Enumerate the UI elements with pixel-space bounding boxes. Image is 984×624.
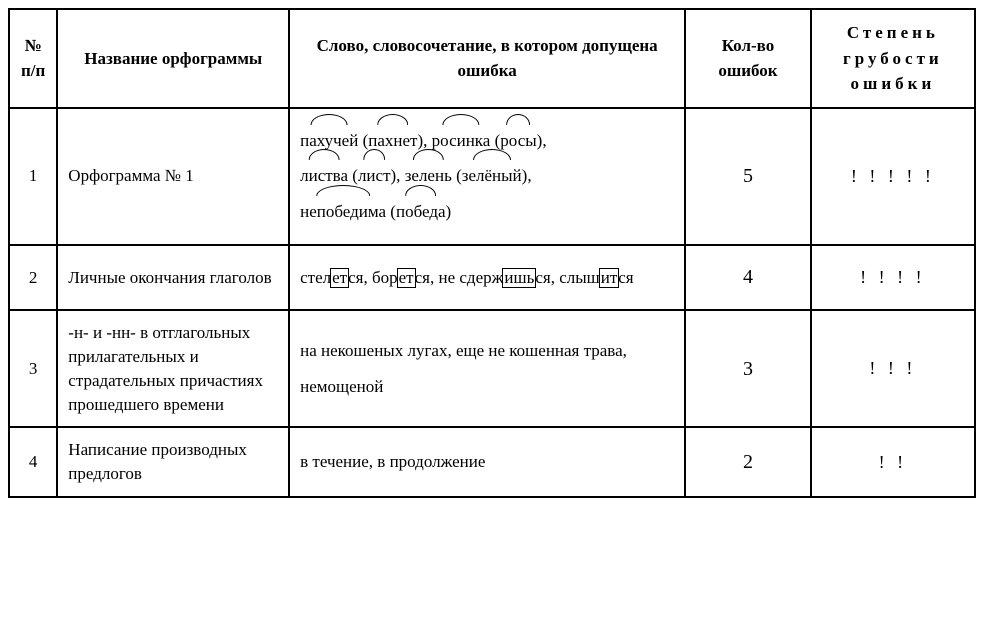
row-count: 4	[685, 245, 811, 311]
row-count: 5	[685, 108, 811, 245]
table-body: 1 Орфограмма № 1 пахучей (пахнет), росин…	[9, 108, 975, 498]
boxed-ending: ет	[397, 268, 416, 289]
col-header-name: Название орфограммы	[57, 9, 289, 108]
table-header-row: № п/п Название орфограммы Слово, словосо…	[9, 9, 975, 108]
row-num: 3	[9, 310, 57, 427]
row-word: пахучей (пахнет), росинка (росы),листва …	[289, 108, 685, 245]
row-word: в течение, в продолжение	[289, 427, 685, 497]
row-count: 3	[685, 310, 811, 427]
row-word: стелется, борется, не сдержишься, слышит…	[289, 245, 685, 311]
arc-word: зелёный	[462, 158, 522, 194]
row-num: 1	[9, 108, 57, 245]
table-row: 2 Личные окончания глаголов стелется, бо…	[9, 245, 975, 311]
arc-word: непобедима	[300, 194, 386, 230]
table-row: 1 Орфограмма № 1 пахучей (пахнет), росин…	[9, 108, 975, 245]
row-degree: ! !	[811, 427, 975, 497]
row-name: -н- и -нн- в отглаголь­ных прилагательны…	[57, 310, 289, 427]
col-header-num: № п/п	[9, 9, 57, 108]
row-name: Орфограмма № 1	[57, 108, 289, 245]
orthogram-table: № п/п Название орфограммы Слово, словосо…	[8, 8, 976, 498]
col-header-degree: Степень грубости ошибки	[811, 9, 975, 108]
row-degree: ! ! ! !	[811, 245, 975, 311]
row-num: 4	[9, 427, 57, 497]
row-degree: ! ! ! ! !	[811, 108, 975, 245]
row-name: Написание производных предлогов	[57, 427, 289, 497]
table-row: 4 Написание производных предлогов в тече…	[9, 427, 975, 497]
row-degree: ! ! !	[811, 310, 975, 427]
arc-word: победа	[396, 194, 446, 230]
boxed-ending: ет	[330, 268, 349, 289]
row-num: 2	[9, 245, 57, 311]
boxed-ending: ит	[599, 268, 620, 289]
boxed-ending: ишь	[502, 268, 536, 289]
col-header-word: Слово, словосочетание, в котором допущен…	[289, 9, 685, 108]
table-row: 3 -н- и -нн- в отглаголь­ных прилагатель…	[9, 310, 975, 427]
row-name: Личные окончания глаголов	[57, 245, 289, 311]
row-word: на некошеных лугах, еще не кошенная трав…	[289, 310, 685, 427]
col-header-count: Кол-во ошибок	[685, 9, 811, 108]
row-count: 2	[685, 427, 811, 497]
